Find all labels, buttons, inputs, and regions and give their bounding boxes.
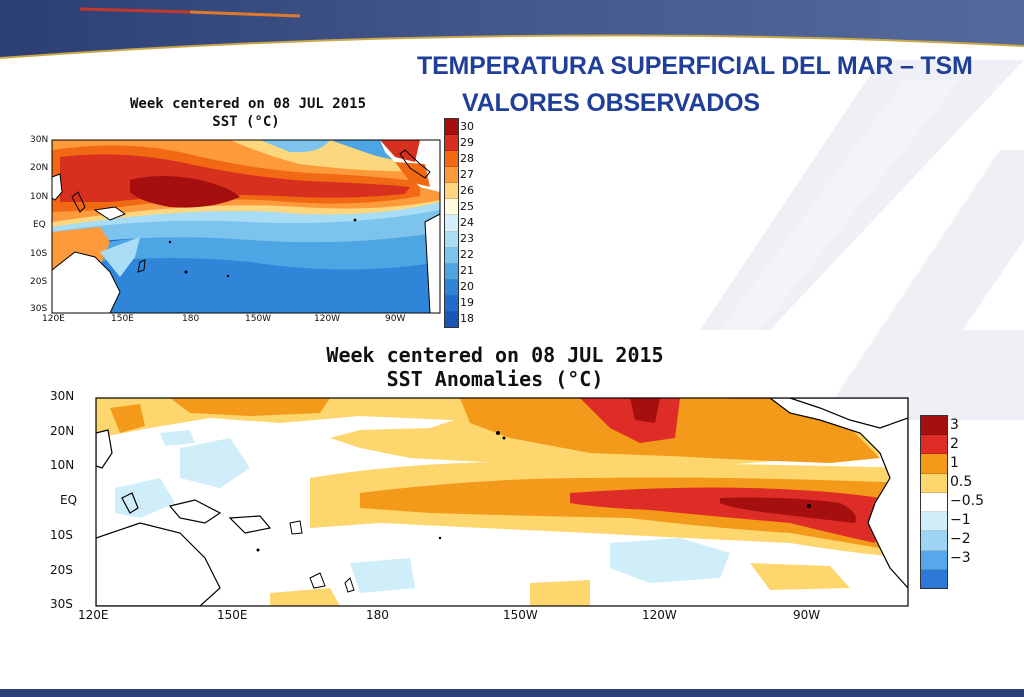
anomaly-lat-tick: 20N <box>50 424 75 438</box>
sst-colorbar-label: 29 <box>460 135 474 149</box>
anomaly-lon-tick: 90W <box>793 608 821 622</box>
anomaly-colorbar-label: 0.5 <box>950 473 973 490</box>
sst-colorbar-labels: 30 29 28 27 26 25 24 23 22 21 20 19 18 <box>460 118 480 326</box>
anomaly-lon-tick: 180 <box>366 608 389 622</box>
sst-colorbar-segment <box>445 119 458 136</box>
anomaly-colorbar-segment <box>921 435 947 455</box>
sst-colorbar-segment <box>445 279 458 296</box>
sst-colorbar-segment <box>445 215 458 232</box>
sst-colorbar-label: 22 <box>460 247 474 261</box>
sst-colorbar-label: 28 <box>460 151 474 165</box>
anomaly-map-plot <box>95 397 909 607</box>
sst-colorbar-segment <box>445 135 458 152</box>
anomaly-map-panel: Week centered on 08 JUL 2015 SST Anomali… <box>30 338 990 630</box>
anomaly-colorbar-label: −1 <box>950 512 971 529</box>
sst-colorbar-label: 27 <box>460 167 474 181</box>
anomaly-colorbar-label: 1 <box>950 454 959 471</box>
sst-colorbar-label: 19 <box>460 295 474 309</box>
sst-map-subtitle: SST (°C) <box>212 114 280 130</box>
sst-lat-tick: 30N <box>30 135 49 145</box>
anomaly-map-title: Week centered on 08 JUL 2015 <box>326 343 664 367</box>
anomaly-lat-tick: 10S <box>50 528 73 542</box>
sst-lon-tick: 90W <box>385 314 406 324</box>
anomaly-colorbar-segment <box>921 531 947 551</box>
anomaly-colorbar-label: −2 <box>950 531 971 548</box>
anomaly-colorbar-segment <box>921 550 947 570</box>
anomaly-colorbar-labels: 3 2 1 0.5 −0.5 −1 −2 −3 <box>950 415 990 587</box>
sst-colorbar-segment <box>445 295 458 312</box>
sst-colorbar-label: 30 <box>460 119 474 133</box>
footer-band <box>0 689 1024 697</box>
sst-lon-tick: 150W <box>245 314 272 324</box>
anomaly-lat-tick: 30N <box>50 389 75 403</box>
slide-title-line-2: VALORES OBSERVADOS <box>462 89 760 117</box>
sst-colorbar-segment <box>445 167 458 184</box>
sst-colorbar-label: 25 <box>460 199 474 213</box>
anomaly-colorbar-segment <box>921 454 947 474</box>
anomaly-colorbar-segment <box>921 492 947 513</box>
anomaly-colorbar-label: −3 <box>950 550 971 567</box>
anomaly-colorbar-segment <box>921 512 947 532</box>
sst-colorbar <box>444 118 459 328</box>
anomaly-lon-tick: 120W <box>642 608 677 622</box>
sst-map-plot <box>51 139 441 314</box>
sst-lon-tick: 150E <box>111 314 134 324</box>
sst-colorbar-segment <box>445 263 458 280</box>
anomaly-colorbar-label: −0.5 <box>950 492 984 509</box>
sst-lat-tick: EQ <box>33 220 46 230</box>
sst-lat-tick: 10N <box>30 192 49 202</box>
anomaly-lat-tick: 30S <box>50 597 73 611</box>
sst-colorbar-label: 20 <box>460 279 474 293</box>
anomaly-lat-tick: EQ <box>60 493 78 507</box>
anomaly-colorbar-segment <box>921 416 947 436</box>
sst-colorbar-segment <box>445 151 458 168</box>
anomaly-map-subtitle: SST Anomalies (°C) <box>386 367 604 391</box>
sst-colorbar-label: 26 <box>460 183 474 197</box>
anomaly-lon-tick: 150E <box>217 608 248 622</box>
sst-colorbar-label: 21 <box>460 263 474 277</box>
sst-lon-tick: 180 <box>182 314 200 324</box>
sst-lon-tick: 120E <box>42 314 65 324</box>
sst-colorbar-segment <box>445 247 458 264</box>
sst-lat-tick: 30S <box>30 304 48 314</box>
sst-colorbar-segment <box>445 199 458 216</box>
anomaly-colorbar-label: 3 <box>950 416 959 433</box>
anomaly-colorbar <box>920 415 948 589</box>
sst-lat-tick: 20N <box>30 163 49 173</box>
sst-colorbar-label: 18 <box>460 311 474 325</box>
anomaly-lat-tick: 10N <box>50 458 75 472</box>
anomaly-colorbar-segment <box>921 569 947 588</box>
anomaly-lat-tick: 20S <box>50 563 73 577</box>
sst-colorbar-label: 24 <box>460 215 474 229</box>
header-band <box>0 0 1024 59</box>
sst-lat-tick: 20S <box>30 277 48 287</box>
anomaly-colorbar-label: 2 <box>950 435 959 452</box>
sst-map-title: Week centered on 08 JUL 2015 <box>130 96 367 112</box>
sst-lat-tick: 10S <box>30 249 48 259</box>
sst-colorbar-segment <box>445 183 458 200</box>
sst-colorbar-label: 23 <box>460 231 474 245</box>
sst-lon-tick: 120W <box>314 314 341 324</box>
anomaly-colorbar-segment <box>921 473 947 493</box>
sst-map-panel: Week centered on 08 JUL 2015 SST (°C) <box>0 92 474 332</box>
anomaly-lon-tick: 120E <box>78 608 109 622</box>
slide-title-line-1: TEMPERATURA SUPERFICIAL DEL MAR – TSM <box>417 52 973 80</box>
sst-colorbar-segment <box>445 311 458 328</box>
sst-colorbar-segment <box>445 231 458 248</box>
anomaly-lon-tick: 150W <box>503 608 538 622</box>
